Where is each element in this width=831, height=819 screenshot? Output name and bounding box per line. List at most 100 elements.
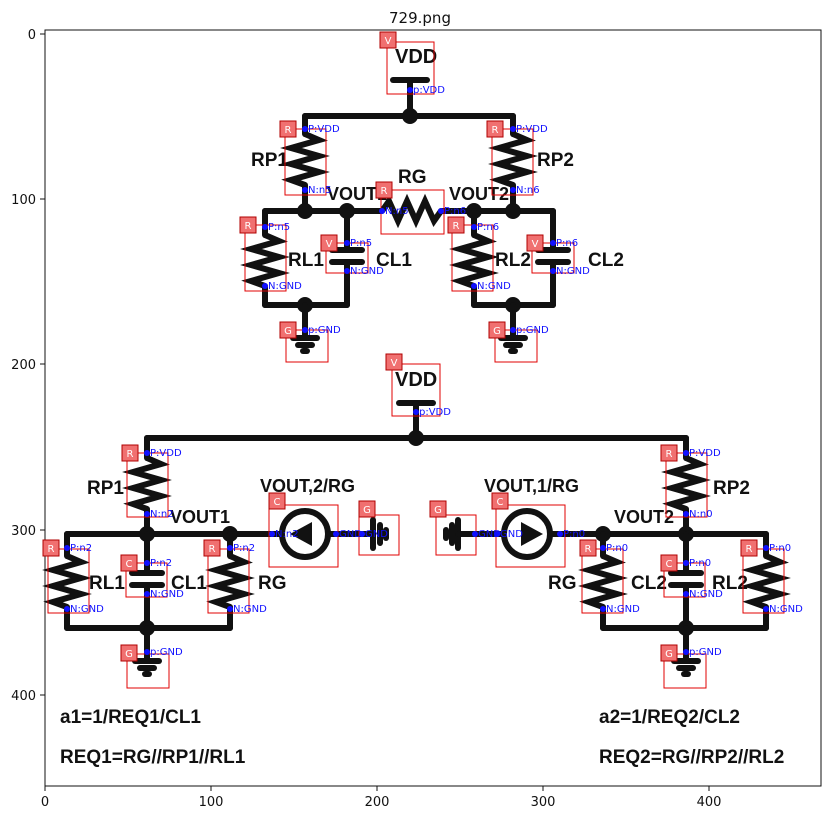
x-tick-label: 0 [41, 795, 49, 810]
component-tag: C [666, 559, 673, 570]
port-label: P:n2 [70, 543, 92, 554]
vdd-label: VDD [395, 369, 437, 391]
rg-label: RG [548, 573, 577, 594]
port-label: N:n0 [689, 509, 713, 520]
port-label: GND [478, 529, 501, 540]
port-label: P:n0 [606, 543, 628, 554]
equation-req1: REQ1=RG//RP1//RL1 [60, 747, 246, 768]
y-tick-label: 0 [28, 28, 36, 43]
component-tag: G [125, 649, 133, 660]
component-tag: V [385, 36, 392, 47]
annotation-ports: p:VDD P:VDD N:n5 P:VDD N:n6 N:n5 P:n6 P:… [64, 85, 803, 658]
port-label: P:n0 [769, 543, 791, 554]
port-label: p:VDD [413, 85, 445, 96]
component-tag: G [284, 326, 292, 337]
port-label: GND [365, 529, 388, 540]
y-axis: 0 100 200 300 400 [11, 28, 45, 704]
annotation-tags: V R R R R V R V G G V R R C G G C R C R … [42, 31, 758, 662]
vout1-label: VOUT1 [327, 184, 387, 204]
cl1-label: CL1 [171, 573, 207, 594]
rg-resistor [205, 553, 255, 610]
port-label: p:GND [516, 325, 549, 336]
component-tag: G [434, 505, 442, 516]
cl1-label: CL1 [376, 250, 412, 271]
port-label: N:n5 [385, 206, 409, 217]
rl1-label: RL1 [288, 250, 324, 271]
component-tag: C [497, 497, 504, 508]
rg-label: RG [258, 573, 287, 594]
component-tag: R [585, 544, 592, 555]
rl1-label: RL1 [89, 573, 125, 594]
component-tag: R [209, 544, 216, 555]
rl2-label: RL2 [495, 250, 531, 271]
port-label: N:GND [769, 604, 803, 615]
port-label: P:n0 [689, 558, 711, 569]
component-tag: C [126, 559, 133, 570]
cl2-label: CL2 [588, 250, 624, 271]
port-label: N:GND [150, 589, 184, 600]
port-label: GND [339, 529, 362, 540]
rg-resistor [578, 553, 628, 610]
rp2-label: RP2 [537, 150, 574, 171]
x-tick-label: 300 [531, 795, 556, 810]
source-right-label: VOUT,1/RG [484, 476, 579, 496]
equation-a2: a2=1/REQ2/CL2 [599, 707, 740, 728]
x-tick-label: 200 [365, 795, 390, 810]
component-tag: R [666, 449, 673, 460]
rg-resistor [379, 193, 444, 229]
port-label: P:VDD [308, 124, 340, 135]
rp2-resistor [661, 455, 711, 512]
port-label: P:n6 [477, 222, 499, 233]
port-label: P:n5 [350, 238, 372, 249]
rl1-resistor [42, 553, 92, 610]
port-label: P:VDD [516, 124, 548, 135]
x-tick-label: 100 [199, 795, 224, 810]
rl2-resistor [741, 553, 791, 610]
rp1-resistor [280, 131, 330, 188]
port-label: N:n6 [516, 185, 540, 196]
port-label: N:n5 [308, 185, 332, 196]
port-label: P:n6 [444, 206, 466, 217]
component-tag: V [326, 239, 333, 250]
component-tag: R [245, 221, 252, 232]
port-label: N:GND [477, 281, 511, 292]
port-label: p:GND [308, 325, 341, 336]
component-tag: R [127, 449, 134, 460]
port-label: N:GND [556, 266, 590, 277]
rg-label: RG [398, 167, 427, 188]
component-tag: R [746, 544, 753, 555]
port-label: P:VDD [689, 448, 721, 459]
port-label: N:GND [233, 604, 267, 615]
port-label: N:GND [350, 266, 384, 277]
component-tag: R [48, 544, 55, 555]
component-tag: G [665, 649, 673, 660]
schematic-labels: VDD RP1 RP2 RG VOUT1 VOUT2 RL1 CL1 RL2 C… [60, 46, 784, 768]
port-label: P:n6 [556, 238, 578, 249]
component-tag: V [532, 239, 539, 250]
rp2-label: RP2 [713, 478, 750, 499]
port-label: N:GND [689, 589, 723, 600]
rp1-label: RP1 [251, 150, 288, 171]
component-tag: G [493, 326, 501, 337]
port-label: N:GND [268, 281, 302, 292]
port-label: GND [500, 529, 523, 540]
rl2-resistor [449, 232, 499, 289]
cl2-label: CL2 [631, 573, 667, 594]
port-label: p:GND [150, 647, 183, 658]
component-tag: R [285, 125, 292, 136]
x-tick-label: 400 [697, 795, 722, 810]
rp1-label: RP1 [87, 478, 124, 499]
source-left-label: VOUT,2/RG [260, 476, 355, 496]
equation-a1: a1=1/REQ1/CL1 [60, 707, 201, 728]
port-label: P:n2 [233, 543, 255, 554]
component-tag: V [391, 358, 398, 369]
port-label: P:n0 [563, 529, 585, 540]
component-tag: C [274, 497, 281, 508]
figure-title: 729.png [389, 9, 451, 27]
rp1-resistor [122, 455, 172, 512]
component-tag: G [363, 505, 371, 516]
vout2-label: VOUT2 [449, 184, 509, 204]
x-axis: 0 100 200 300 400 [41, 786, 722, 810]
equation-req2: REQ2=RG//RP2//RL2 [599, 747, 784, 768]
